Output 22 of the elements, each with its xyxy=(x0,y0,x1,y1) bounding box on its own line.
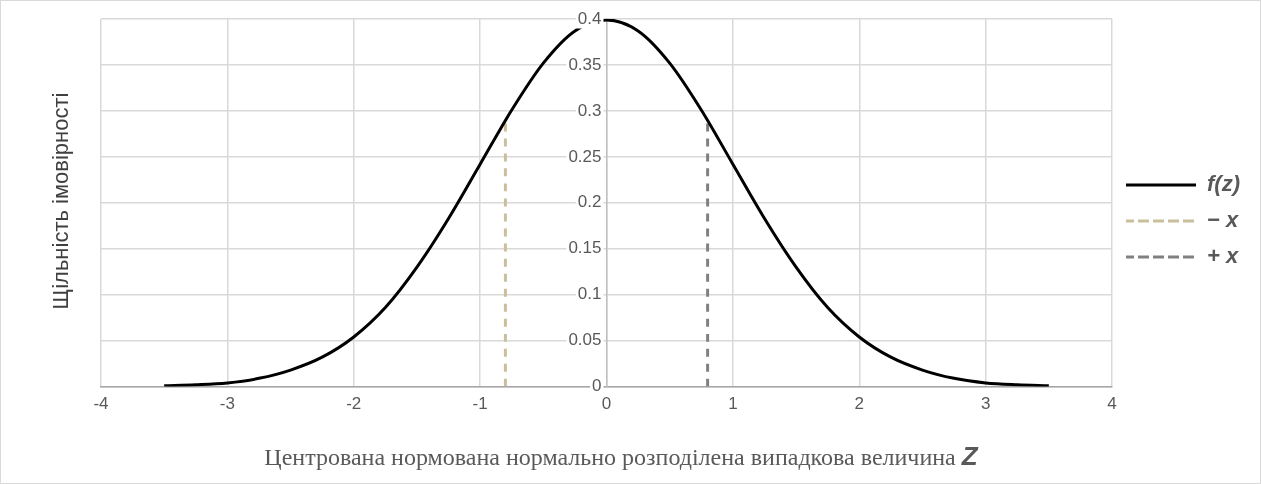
y-tick-label: 0.4 xyxy=(577,8,602,28)
x-tick-label: 1 xyxy=(728,394,738,414)
y-tick-label: 0.35 xyxy=(568,54,602,74)
x-tick-label: 4 xyxy=(1107,394,1117,414)
y-axis-title: Щільність імовірності xyxy=(48,92,74,310)
legend-label: + x xyxy=(1207,243,1239,269)
y-tick-label: 0 xyxy=(592,376,602,396)
x-tick-label: -4 xyxy=(93,394,109,414)
y-tick-label: 0.15 xyxy=(568,238,602,258)
x-tick-label: -2 xyxy=(346,394,362,414)
legend-label: f(z) xyxy=(1207,171,1241,197)
x-tick-label: 2 xyxy=(854,394,864,414)
legend-label: − x xyxy=(1207,207,1239,233)
y-tick-label: 0.05 xyxy=(568,330,602,350)
x-tick-label: -3 xyxy=(219,394,235,414)
x-tick-label: 3 xyxy=(980,394,991,414)
x-axis-title: Центрована нормована нормально розподілена випадкова величина Z xyxy=(264,441,978,472)
y-tick-label: 0.2 xyxy=(577,192,602,212)
y-tick-label: 0.1 xyxy=(577,284,602,304)
y-tick-label: 0.25 xyxy=(568,146,602,166)
x-tick-label: -1 xyxy=(472,394,488,414)
y-tick-label: 0.3 xyxy=(577,100,602,120)
